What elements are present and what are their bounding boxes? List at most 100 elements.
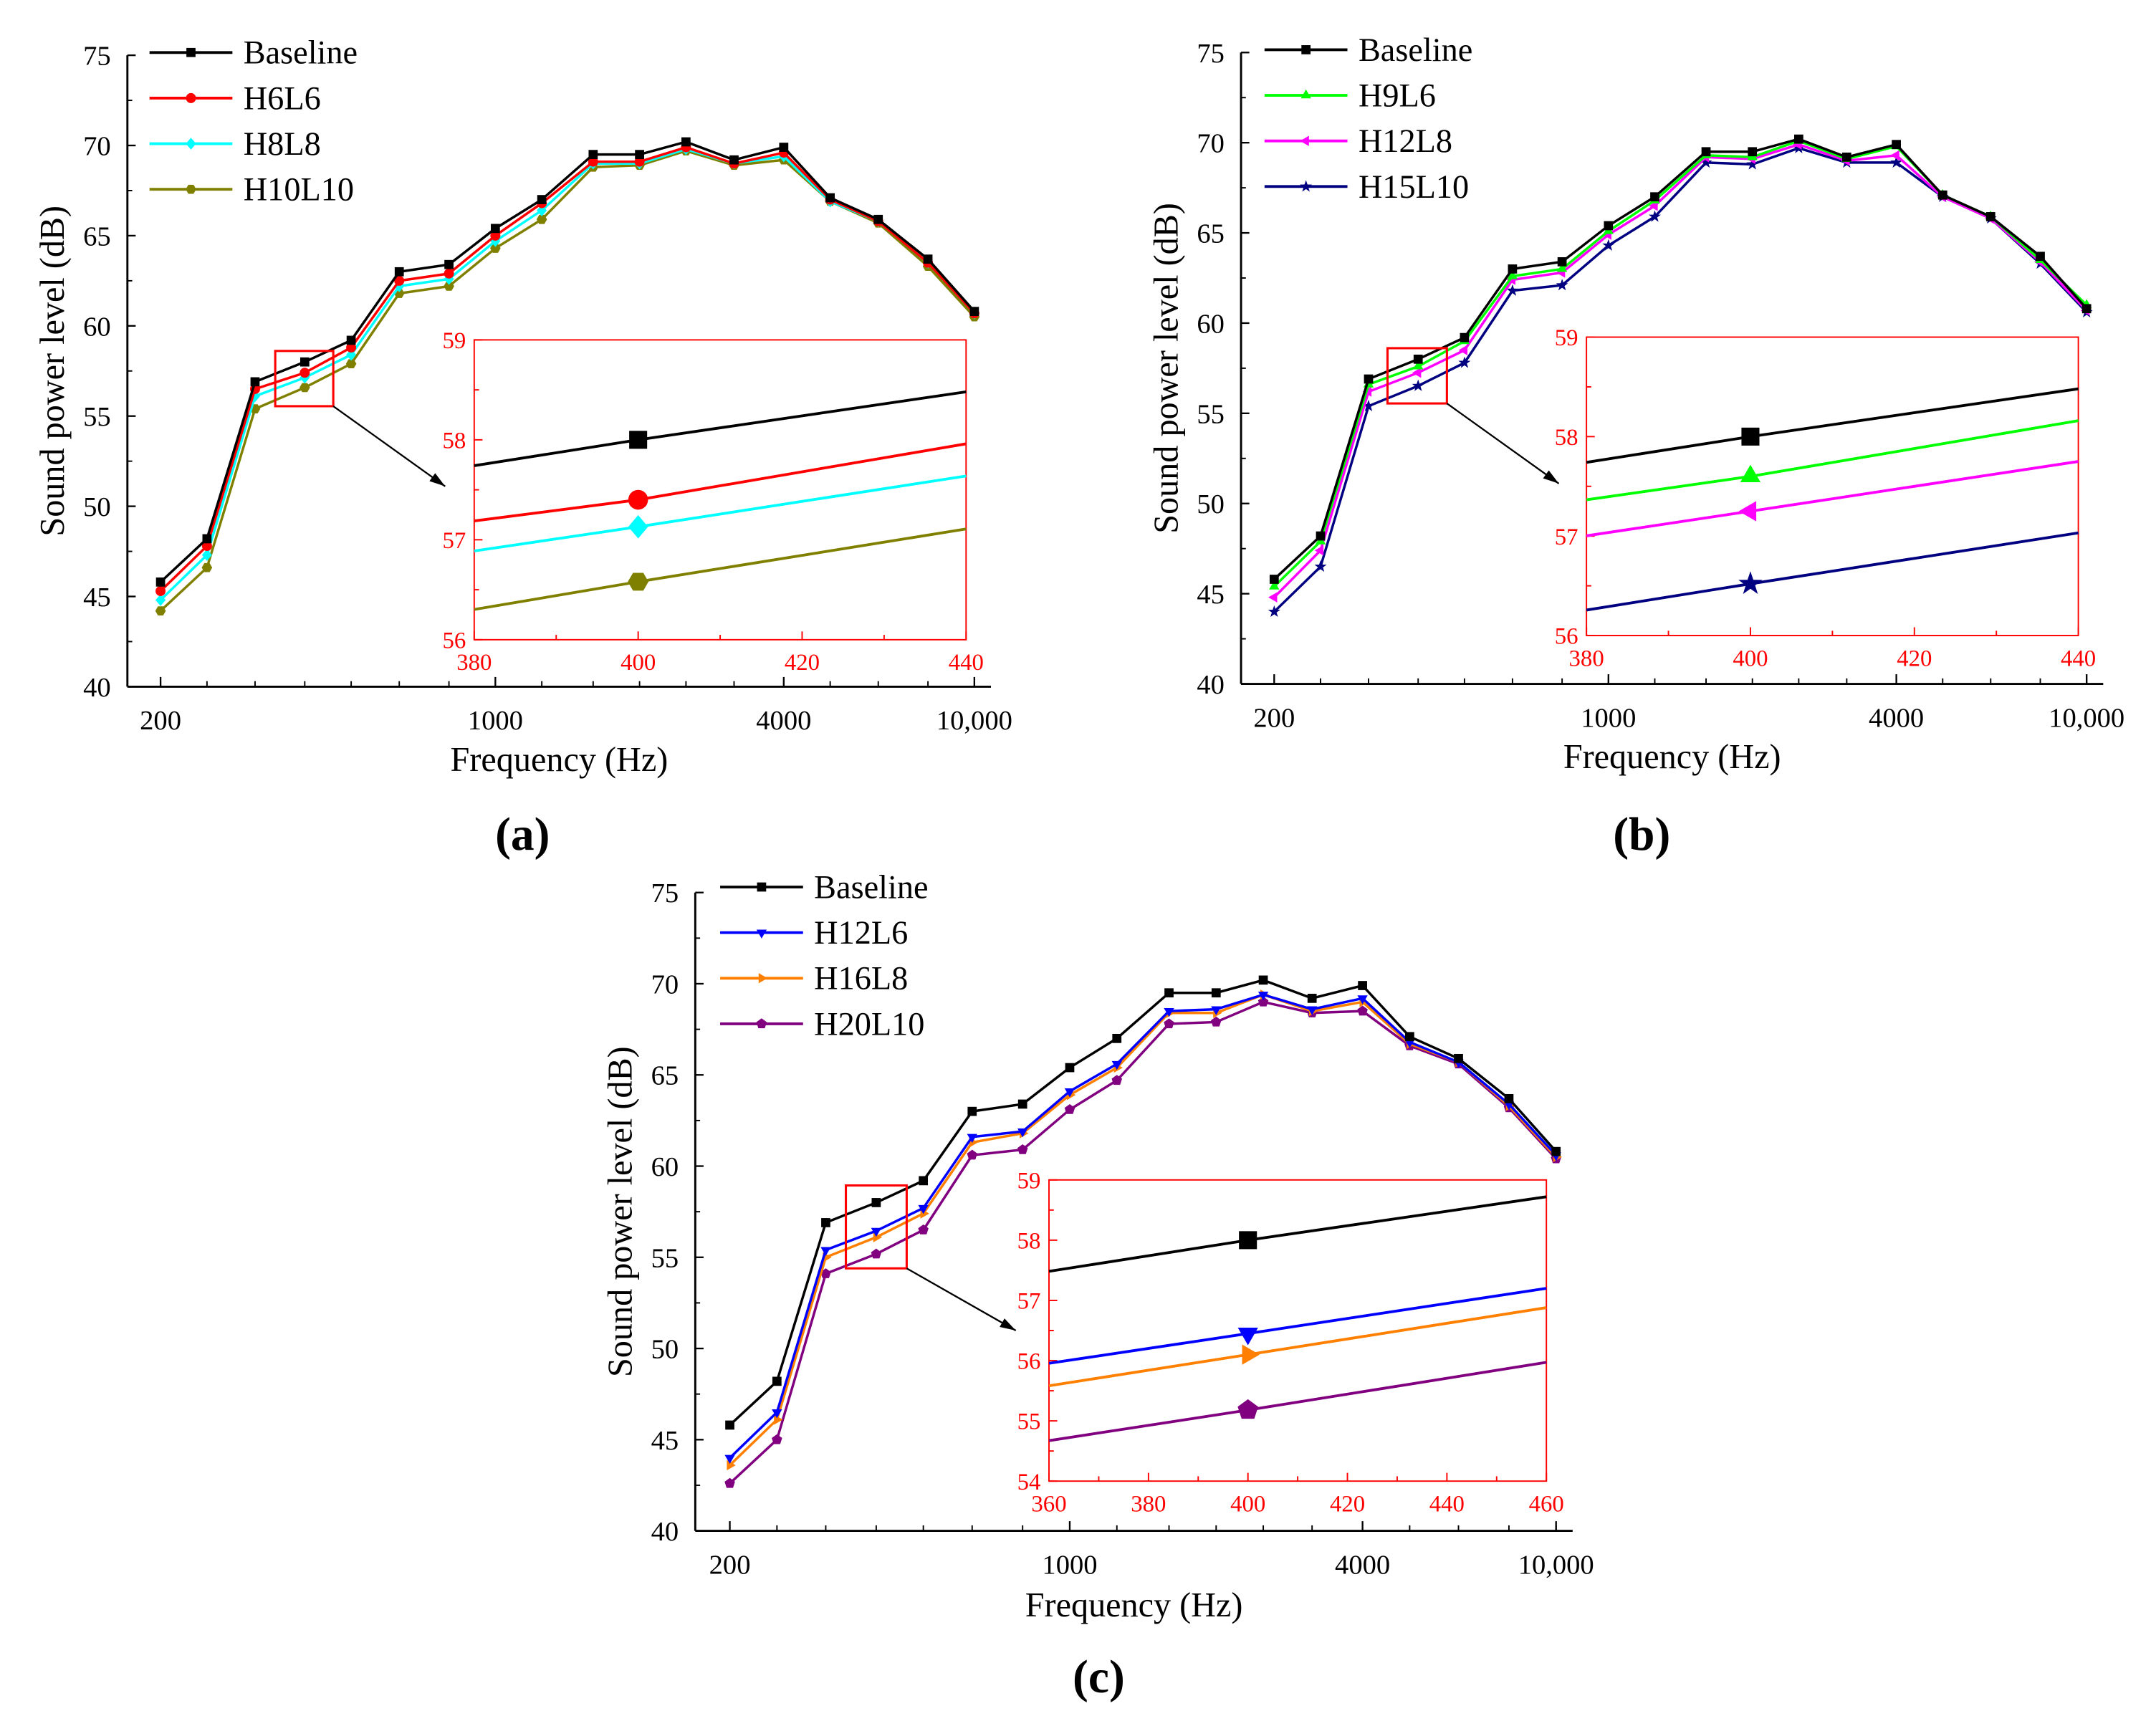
data-point [1985,212,1996,221]
data-point [1892,140,1901,150]
y-tick-label: 55 [1197,399,1225,429]
data-point [1111,1060,1122,1070]
y-tick-label: 55 [83,402,111,432]
data-point [724,1454,735,1465]
inset-series-h15l10 [1586,531,2079,612]
arrow-head-icon [429,473,446,486]
y-axis-label: Sound power level (dB) [1147,203,1185,534]
y-tick-label: 60 [1197,309,1225,339]
inset-series-h16l8 [1048,1306,1547,1388]
data-point [967,1133,977,1144]
legend-marker [186,92,196,103]
inset-y-tick-label: 58 [1017,1228,1041,1254]
y-axis-label: Sound power level (dB) [34,206,72,537]
data-point [1937,190,1947,200]
x-tick-label: 10,000 [2049,703,2124,733]
legend-item-baseline: Baseline [1264,32,1472,69]
data-point [1748,147,1758,157]
x-tick-label: 200 [709,1550,751,1580]
inset-plot: 56 57 58 59 380 400 420 440 [1555,325,2096,671]
legend-item-baseline: Baseline [720,869,928,906]
inset-x-tick-label: 400 [1733,646,1768,671]
data-point [1314,545,1324,556]
x-axis-label: Frequency (Hz) [1563,738,1781,776]
inset-series-h8l8 [474,474,967,552]
data-point [1112,1033,1122,1043]
data-point [444,268,454,279]
data-point [444,259,454,269]
zoom-arrow [1446,403,1560,484]
data-point [1556,263,1568,272]
data-point [1258,975,1268,985]
series-line [159,148,976,601]
series-line [159,145,976,593]
inset-series-baseline [474,390,967,467]
data-point [1269,575,1279,584]
inset-x-tick-label: 400 [621,650,656,676]
inset-y-tick-label: 58 [442,428,466,454]
data-point [729,155,739,165]
x-tick-label: 4000 [756,706,811,736]
legend-item-h16l8: H16L8 [720,961,908,997]
data-point [1364,374,1374,384]
data-point [1508,264,1518,274]
inset-y-tick-label: 57 [1017,1289,1041,1315]
series-baseline [155,137,979,587]
data-point [774,1414,783,1425]
y-tick-label: 75 [651,878,679,909]
inset-y-tick-label: 56 [1017,1349,1041,1375]
data-point [923,254,933,264]
data-point [1111,1075,1123,1085]
inset-x-tick-label: 460 [1529,1492,1564,1518]
inset-series-h12l8 [1586,460,2079,537]
inset-x-tick-label: 400 [1230,1492,1265,1518]
inset-plot: 54 55 56 57 58 59 360 380 400 420 440 460 [1017,1168,1564,1517]
data-point [1164,1008,1174,1017]
legend-label: H6L6 [244,80,321,117]
data-point [394,267,404,277]
data-point [1269,580,1280,590]
inset-x-tick-label: 380 [1131,1492,1166,1518]
data-point [825,193,835,203]
data-point [588,150,598,159]
y-tick-label: 70 [651,969,679,1000]
data-point [1794,134,1803,144]
inset-data-point [629,431,648,449]
data-point [1602,239,1615,251]
data-point [634,156,645,167]
legend-item-h8l8: H8L8 [149,126,321,163]
data-point [820,1247,831,1256]
data-point [1017,1128,1028,1138]
data-point [588,156,598,167]
data-point [1357,1005,1368,1016]
x-axis-label: Frequency (Hz) [1025,1586,1243,1624]
legend-marker [1300,135,1309,146]
data-point [201,540,212,551]
series-line [729,993,1557,1467]
data-point [1211,988,1221,998]
x-tick-label: 200 [1253,703,1295,733]
inset-data-point [1239,1231,1257,1250]
inset-y-tick-label: 57 [442,528,466,554]
legend-label: H16L8 [814,961,908,997]
data-point [1412,368,1422,378]
data-point [300,357,310,367]
data-point [490,230,501,241]
zoom-region-box [1386,347,1448,405]
data-point [1164,1018,1174,1029]
data-point [635,150,644,159]
legend-item-h10l10: H10L10 [149,172,354,208]
data-point [536,214,547,224]
data-point [919,1176,929,1186]
data-point [1307,1006,1318,1015]
y-tick-label: 75 [1197,39,1225,69]
x-tick-label: 1000 [1581,703,1636,733]
legend-label: Baseline [1359,32,1472,69]
x-axis-label: Frequency (Hz) [451,741,669,779]
data-point [537,195,547,204]
legend-marker [1300,89,1311,99]
legend-marker [186,138,196,150]
inset-x-tick-label: 380 [1569,646,1604,671]
x-tick-label: 10,000 [936,706,1012,736]
